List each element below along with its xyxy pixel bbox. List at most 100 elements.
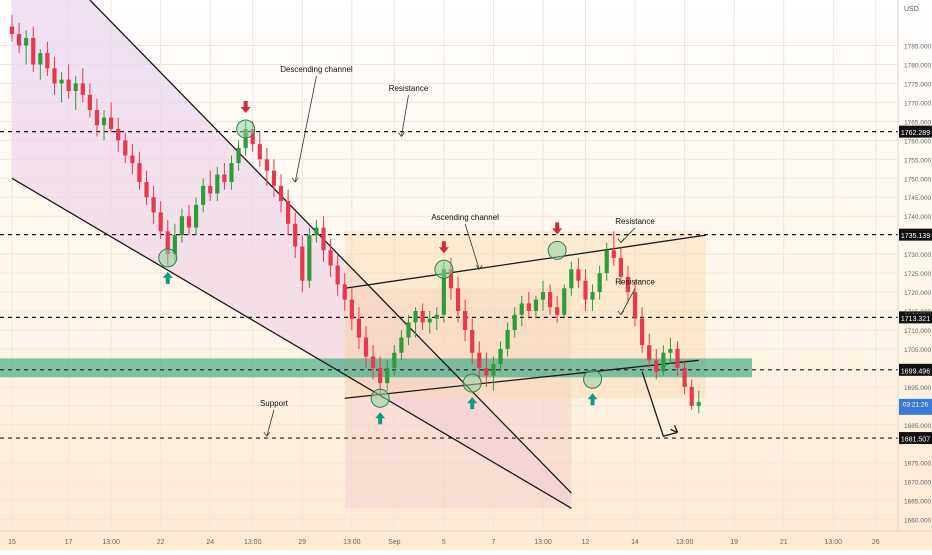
price-tick-label: 1665.000: [904, 499, 931, 506]
candle-bearish: [109, 118, 113, 129]
pivot-circle: [435, 260, 453, 278]
time-tick-label: 13:00: [244, 539, 262, 546]
candle-bullish: [697, 402, 701, 406]
candle-bearish: [456, 288, 460, 311]
candle-bearish: [633, 292, 637, 319]
candle-bearish: [343, 284, 347, 299]
candle-bullish: [236, 148, 240, 163]
support-zone-band: [0, 358, 752, 377]
time-tick-label: 19: [730, 539, 738, 546]
pivot-circle: [548, 241, 566, 259]
candle-bearish: [350, 300, 354, 319]
time-tick-label: 24: [206, 539, 214, 546]
candle-bearish: [463, 311, 467, 330]
price-tick-label: 1770.000: [904, 100, 931, 107]
candle-bullish: [668, 349, 672, 353]
annotation-label: Ascending channel: [431, 213, 499, 222]
candle-bearish: [116, 129, 120, 140]
price-tick-label: 1745.000: [904, 195, 931, 202]
time-tick-label: 15: [8, 539, 16, 546]
candle-bearish: [619, 258, 623, 277]
candle-bearish: [690, 387, 694, 406]
candle-bearish: [654, 360, 658, 371]
candle-bearish: [357, 319, 361, 338]
time-tick-label: 13:00: [343, 539, 361, 546]
candle-bullish: [406, 322, 410, 337]
candle-bearish: [548, 292, 552, 307]
last-price-label: 03:21:26: [903, 401, 929, 408]
price-tick-label: 1695.000: [904, 385, 931, 392]
price-tick-label: 1670.000: [904, 480, 931, 487]
candle-bearish: [159, 212, 163, 231]
time-tick-label: 13:00: [676, 539, 694, 546]
annotation-label: Resistance: [389, 84, 429, 93]
pivot-circle: [159, 249, 177, 267]
time-tick-label: 17: [65, 539, 73, 546]
candle-bearish: [470, 330, 474, 353]
candle-bullish: [661, 353, 665, 372]
pivot-circle: [463, 374, 481, 392]
candle-bullish: [392, 353, 396, 368]
time-tick-label: 29: [298, 539, 306, 546]
time-tick-label: 22: [157, 539, 165, 546]
price-tick-label: 1750.000: [904, 176, 931, 183]
candle-bullish: [24, 38, 28, 46]
candle-bullish: [605, 250, 609, 273]
candle-bearish: [222, 174, 226, 182]
price-tick-label: 1760.000: [904, 138, 931, 145]
candle-bearish: [152, 197, 156, 212]
candle-bearish: [378, 368, 382, 383]
candle-bearish: [10, 27, 14, 35]
price-tick-label: 1730.000: [904, 252, 931, 259]
annotation-label: Resistance: [615, 217, 655, 226]
candle-bullish: [215, 174, 219, 193]
price-tick-label: 1785.000: [904, 44, 931, 51]
candle-bullish: [520, 303, 524, 314]
candle-bearish: [88, 95, 92, 110]
support-zone-layer: [0, 358, 752, 377]
candle-bearish: [144, 182, 148, 197]
candle-bullish: [385, 368, 389, 383]
price-tick-label: 1715.000: [904, 309, 931, 316]
price-tick-label: 1740.000: [904, 214, 931, 221]
candle-bullish: [569, 269, 573, 288]
candle-bearish: [279, 186, 283, 201]
candle-bearish: [612, 250, 616, 258]
price-tick-label: 1720.000: [904, 290, 931, 297]
candle-bullish: [590, 292, 594, 300]
candle-bullish: [180, 216, 184, 235]
candle-bullish: [229, 163, 233, 182]
candle-bullish: [413, 311, 417, 322]
candle-bullish: [491, 364, 495, 375]
candle-bearish: [421, 311, 425, 322]
time-tick-label: 13:00: [534, 539, 552, 546]
currency-label: USD: [904, 6, 919, 13]
candle-bullish: [38, 53, 42, 64]
candle-bearish: [265, 159, 269, 170]
candle-bearish: [364, 338, 368, 357]
price-tick-label: 1780.000: [904, 62, 931, 69]
price-tick-label: 1705.000: [904, 347, 931, 354]
candle-bearish: [95, 110, 99, 125]
candle-bearish: [67, 80, 71, 91]
candle-bearish: [258, 144, 262, 159]
candle-bearish: [45, 53, 49, 68]
time-tick-label: 5: [442, 539, 446, 546]
candle-bearish: [336, 266, 340, 285]
pivot-circle: [237, 120, 255, 138]
candle-bullish: [562, 288, 566, 315]
price-tick-label: 1725.000: [904, 271, 931, 278]
candle-bearish: [272, 171, 276, 186]
annotation-label: Descending channel: [280, 65, 353, 74]
candle-bearish: [583, 281, 587, 300]
candle-bullish: [435, 315, 439, 319]
time-tick-label: 21: [780, 539, 788, 546]
candle-bearish: [477, 353, 481, 368]
candle-bullish: [314, 228, 318, 236]
time-tick-label: 7: [491, 539, 495, 546]
time-tick-label: 14: [631, 539, 639, 546]
candle-bearish: [640, 319, 644, 346]
candle-bullish: [194, 205, 198, 228]
